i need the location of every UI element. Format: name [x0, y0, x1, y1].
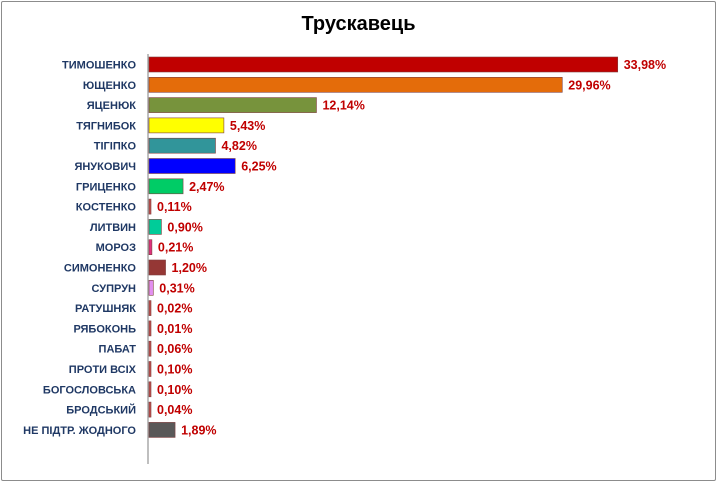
- bar: [148, 239, 153, 255]
- category-label: СУПРУН: [91, 283, 136, 295]
- category-label: КОСТЕНКО: [76, 202, 137, 214]
- data-label: 6,25%: [241, 160, 276, 174]
- category-label: БОГОСЛОВСЬКА: [43, 384, 136, 396]
- category-label: СИМОНЕНКО: [64, 263, 137, 275]
- bar: [148, 158, 236, 174]
- category-label: ЯНУКОВИЧ: [74, 161, 136, 173]
- category-label: ГРИЦЕНКО: [76, 181, 137, 193]
- data-label: 0,04%: [157, 403, 192, 417]
- bar: [148, 401, 152, 418]
- bar: [148, 198, 152, 215]
- category-label: РАТУШНЯК: [75, 303, 136, 315]
- bar: [148, 178, 184, 195]
- category-label: РЯБОКОНЬ: [73, 323, 136, 335]
- bar: [148, 219, 162, 235]
- data-label: 0,31%: [159, 281, 194, 295]
- data-label: 12,14%: [322, 99, 364, 113]
- bar: [148, 320, 152, 337]
- data-label: 0,11%: [157, 200, 192, 214]
- data-label: 0,06%: [157, 342, 192, 356]
- bar: [148, 137, 216, 154]
- category-label: ТЯГНИБОК: [76, 120, 136, 132]
- data-label: 2,47%: [189, 180, 224, 194]
- data-label: 29,96%: [568, 78, 610, 92]
- category-label: НЕ ПІДТР. ЖОДНОГО: [23, 425, 136, 437]
- data-label: 0,90%: [167, 220, 202, 234]
- category-label: ЮЩЕНКО: [83, 80, 137, 92]
- bar: [148, 381, 152, 398]
- bar: [148, 56, 619, 73]
- data-label: 33,98%: [624, 58, 666, 72]
- data-label: 4,82%: [221, 139, 256, 153]
- data-label: 0,02%: [157, 302, 192, 316]
- data-label: 0,10%: [157, 383, 192, 397]
- chart-title: Трускавець: [301, 13, 416, 35]
- bar: [148, 279, 154, 296]
- data-label: 5,43%: [230, 119, 265, 133]
- bar: [148, 259, 166, 276]
- bar: [148, 117, 225, 134]
- category-label: ТІГІПКО: [94, 141, 137, 153]
- data-label: 0,21%: [158, 241, 193, 255]
- category-label: МОРОЗ: [96, 242, 136, 254]
- category-label: БРОДСЬКИЙ: [66, 404, 136, 417]
- data-label: 1,20%: [172, 261, 207, 275]
- data-label: 1,89%: [181, 423, 216, 437]
- data-label: 0,01%: [157, 322, 192, 336]
- category-label: ПАБАТ: [99, 344, 137, 356]
- category-label: ЛИТВИН: [90, 222, 136, 234]
- bar: [148, 361, 152, 377]
- bar: [148, 300, 152, 316]
- bar: [148, 340, 152, 357]
- bar: [148, 97, 317, 113]
- bar: [148, 422, 176, 438]
- bar: [148, 77, 563, 93]
- category-label: ПРОТИ ВСІХ: [69, 364, 137, 376]
- data-label: 0,10%: [157, 363, 192, 377]
- category-label: ТИМОШЕНКО: [62, 60, 136, 72]
- category-label: ЯЦЕНЮК: [87, 100, 137, 112]
